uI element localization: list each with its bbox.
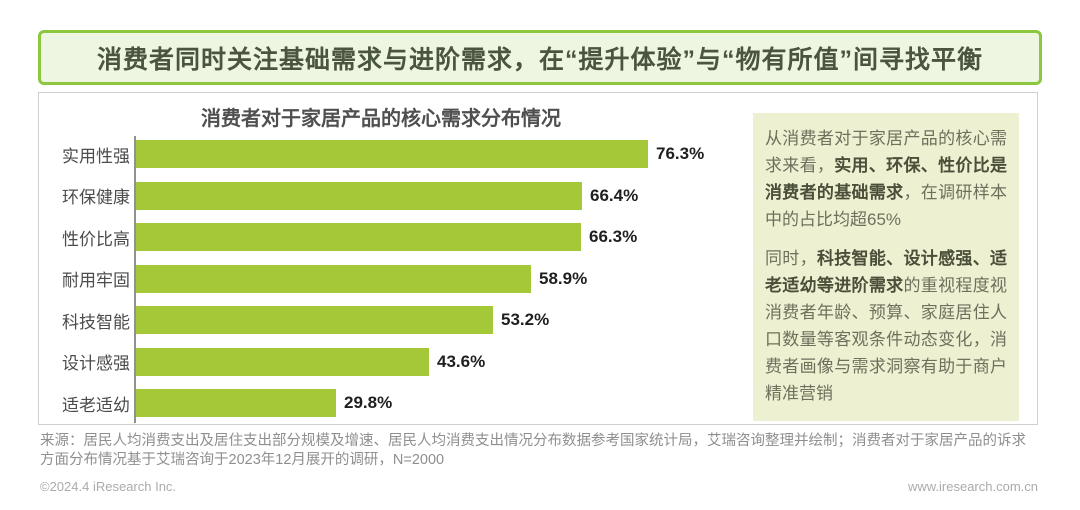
value-label: 53.2% — [501, 310, 550, 329]
category-label: 性价比高 — [62, 229, 130, 249]
bar — [136, 140, 648, 168]
bar — [136, 181, 582, 210]
bar — [136, 306, 493, 334]
header-banner: 消费者同时关注基础需求与进阶需求，在“提升体验”与“物有所值”间寻找平衡 — [38, 30, 1042, 85]
category-label: 耐用牢固 — [62, 271, 130, 290]
bar-row: 适老适幼 29.8% — [39, 389, 779, 417]
bar-row: 性价比高 66.3% — [39, 223, 779, 251]
value-label: 76.3% — [656, 144, 705, 163]
panel-p1-post: ，在调研样本中的占比均超65% — [765, 183, 1008, 229]
category-label: 设计感强 — [62, 354, 130, 373]
copyright-text: ©2024.4 iResearch Inc. — [40, 479, 177, 494]
category-label: 科技智能 — [62, 312, 130, 332]
bar — [136, 389, 336, 417]
value-label: 66.4% — [590, 185, 639, 205]
header-title: 消费者同时关注基础需求与进阶需求，在“提升体验”与“物有所值”间寻找平衡 — [96, 45, 983, 74]
category-label: 环保健康 — [62, 188, 130, 207]
chart-title: 消费者对于家居产品的核心需求分布情况 — [201, 108, 561, 130]
bar — [136, 223, 581, 251]
value-label: 43.6% — [437, 351, 486, 371]
bar-row: 环保健康 66.4% — [39, 181, 779, 210]
bar — [136, 264, 531, 293]
chart-card: 消费者对于家居产品的核心需求分布情况 实用性强 76.3% 环保健康 66.4% 性价比… — [38, 92, 1038, 425]
category-label: 适老适幼 — [62, 395, 130, 415]
category-label: 实用性强 — [62, 146, 130, 166]
insight-panel: 从消费者对于家居产品的核心需求来看，实用、环保、性价比是消费者的基础需求，在调研… — [753, 113, 1019, 421]
y-axis-line — [134, 136, 136, 423]
panel-paragraph-2: 同时，科技智能、设计感强、适老适幼等进阶需求的重视程度视消费者年龄、预算、家庭居… — [765, 245, 1007, 407]
value-label: 66.3% — [589, 227, 638, 246]
bar — [136, 347, 429, 376]
panel-p2-pre: 同时， — [765, 249, 817, 268]
panel-p2-post: 的重视程度视消费者年龄、预算、家庭居住人口数量等客观条件动态变化，消费者画像与需… — [765, 276, 1008, 403]
panel-p2-bold: 科技智能、设计感强、适老适幼等进阶需求 — [765, 249, 1008, 295]
panel-paragraph-1: 从消费者对于家居产品的核心需求来看，实用、环保、性价比是消费者的基础需求，在调研… — [765, 125, 1007, 233]
bar-row: 设计感强 43.6% — [39, 347, 779, 376]
panel-p1-bold: 实用、环保、性价比是消费者的基础需求 — [765, 156, 1008, 202]
website-text: www.iresearch.com.cn — [907, 479, 1038, 494]
panel-p1-pre: 从消费者对于家居产品的核心需求来看， — [765, 129, 1007, 175]
bar-row: 耐用牢固 58.9% — [39, 264, 779, 293]
value-label: 29.8% — [344, 393, 393, 412]
bar-row: 实用性强 76.3% — [39, 140, 779, 168]
source-note: 来源：居民人均消费支出及居住支出部分规模及增速、居民人均消费支出情况分布数据参考… — [40, 433, 1026, 469]
value-label: 58.9% — [539, 268, 588, 288]
bar-row: 科技智能 53.2% — [39, 306, 779, 334]
